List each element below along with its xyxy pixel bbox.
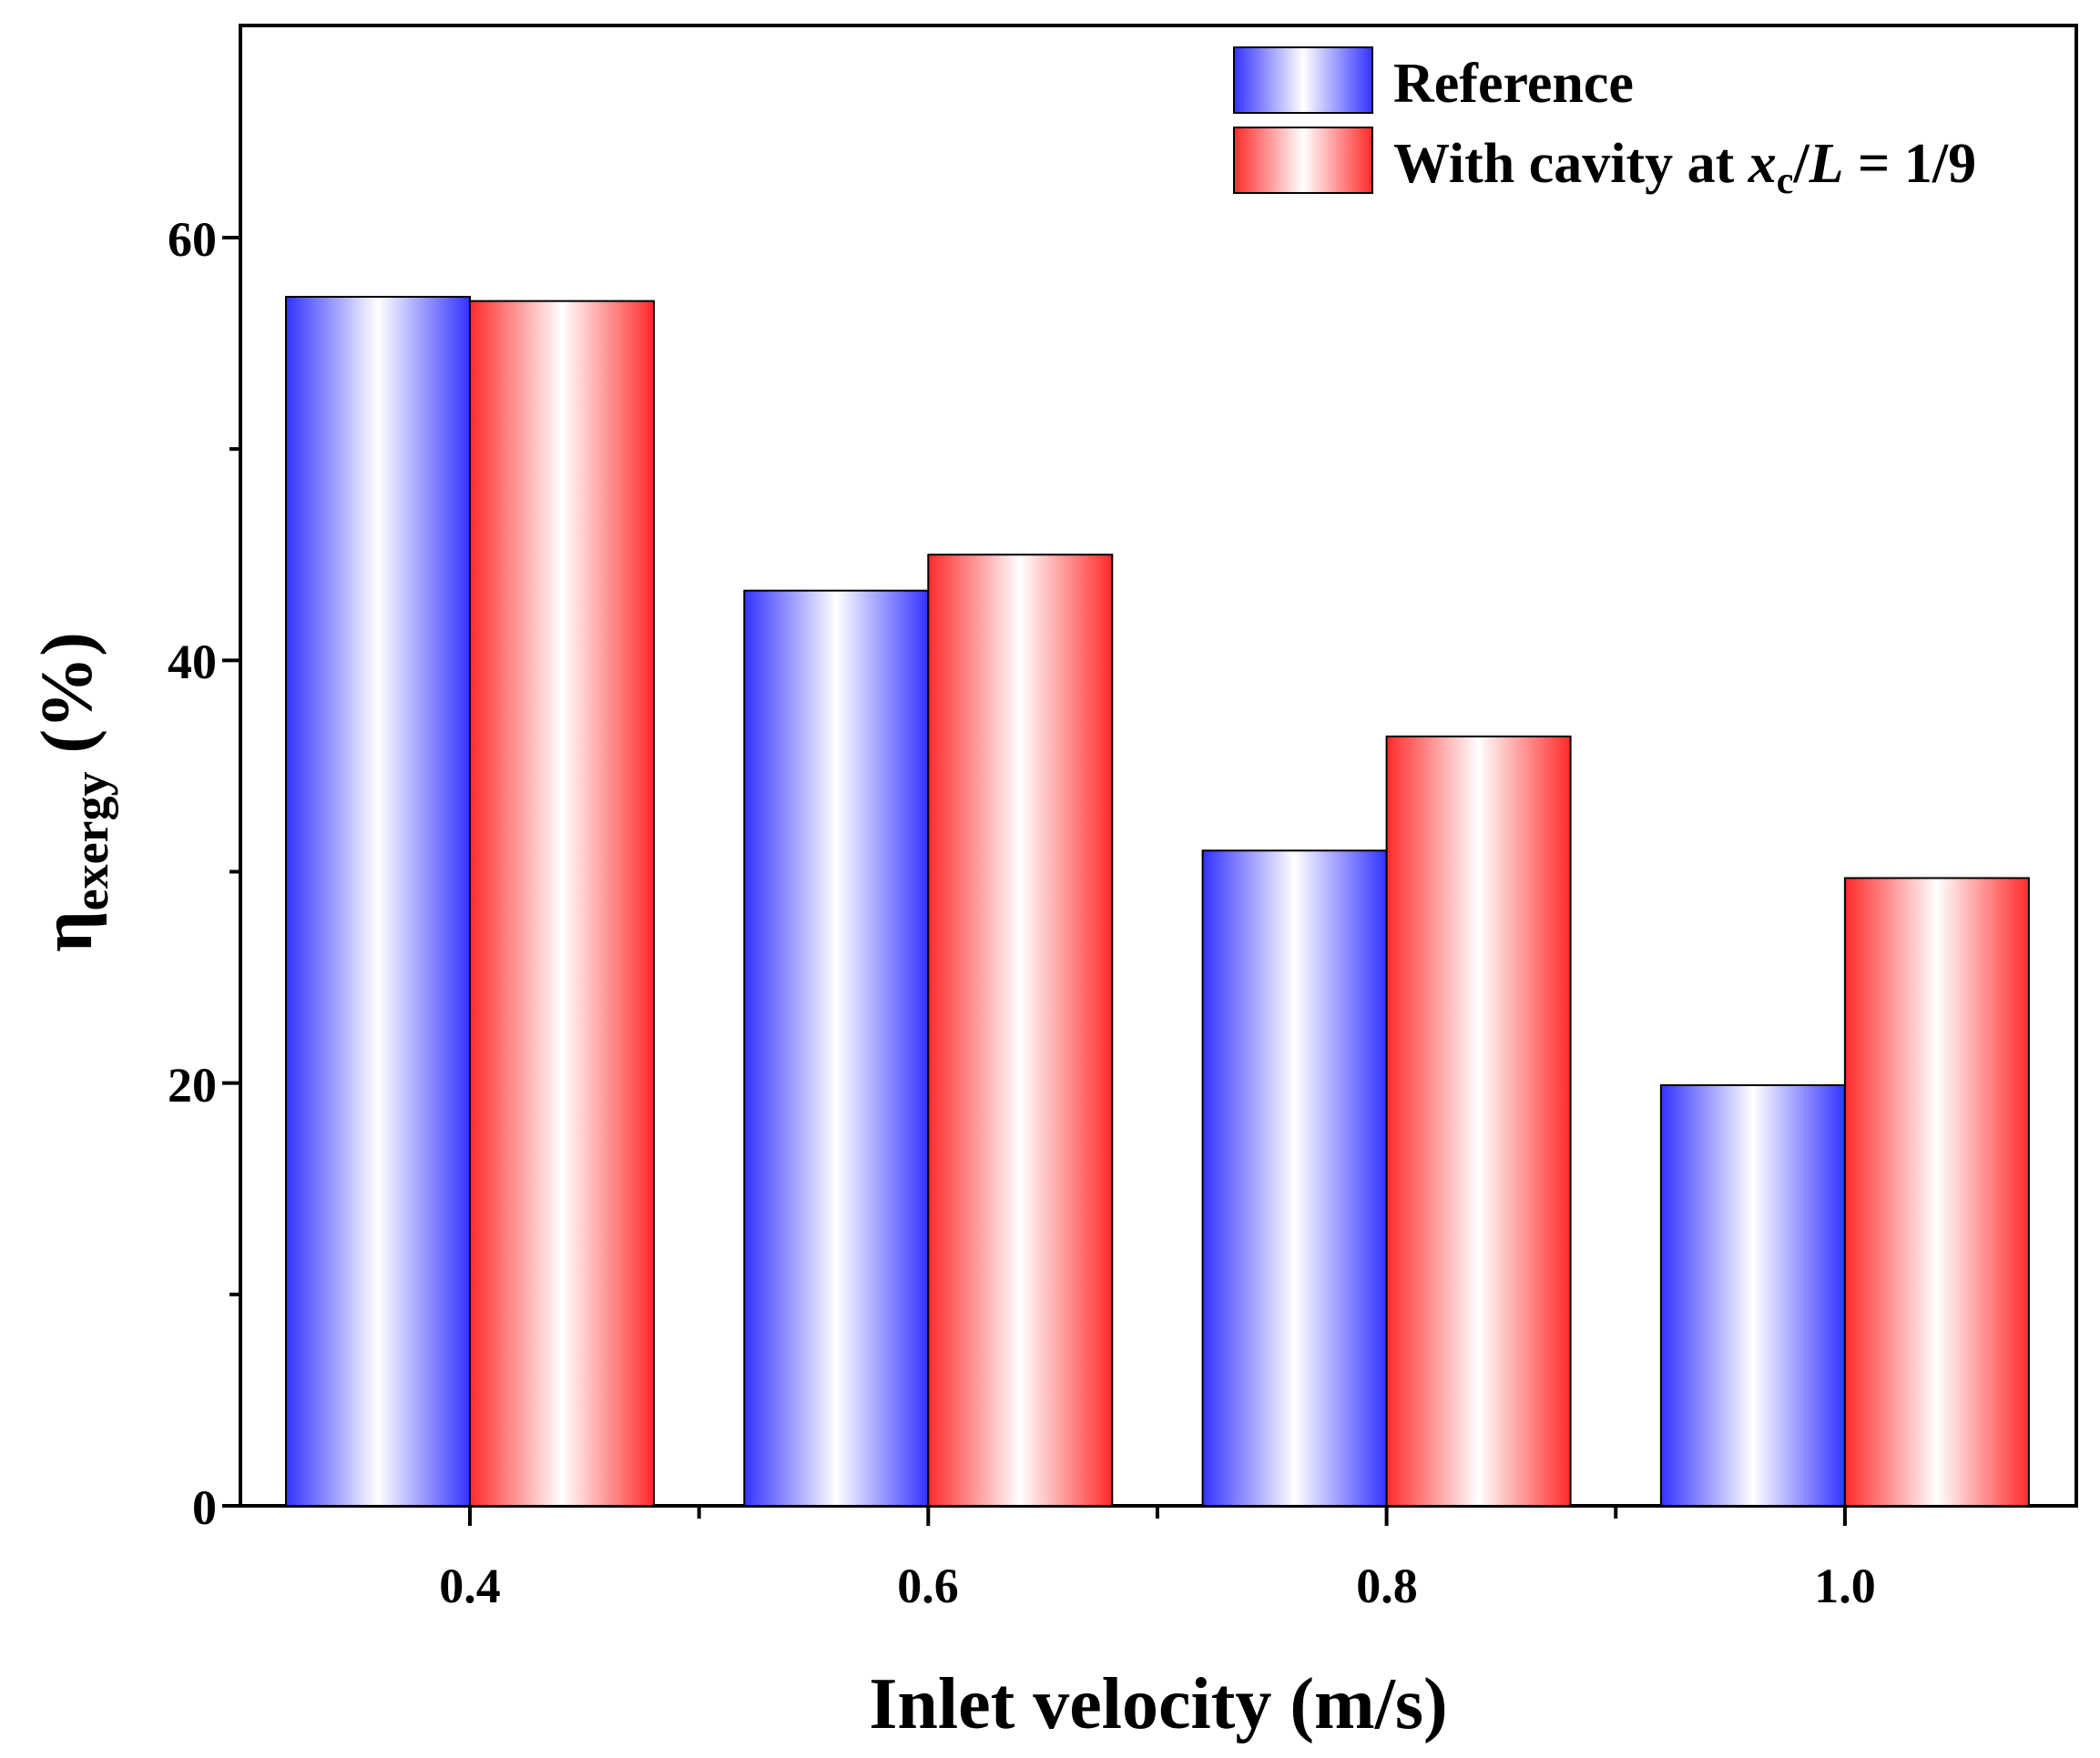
legend-cavity-x: x xyxy=(1748,133,1777,195)
legend-swatch-reference xyxy=(1233,46,1373,114)
y-tick-label-60: 60 xyxy=(168,212,217,267)
x-tick-label-0.4: 0.4 xyxy=(439,1559,501,1613)
bar-reference-0.8 xyxy=(1201,849,1388,1507)
bar-reference-1.0 xyxy=(1659,1083,1846,1507)
bar-reference-0.4 xyxy=(285,296,471,1507)
bar-cavity-0.4 xyxy=(469,300,655,1507)
y-tick-label-40: 40 xyxy=(168,635,217,689)
legend-cavity-L: L xyxy=(1809,133,1844,195)
legend-cavity-slash: / xyxy=(1792,133,1809,195)
legend-cavity-prefix: With cavity at xyxy=(1393,133,1748,195)
y-tick-label-0: 0 xyxy=(192,1480,217,1535)
legend-label-reference: Reference xyxy=(1393,53,1634,115)
legend: Reference With cavity at xc/L = 1/9 xyxy=(1233,46,1976,202)
ticks-group xyxy=(222,236,1847,1526)
y-tick-label-20: 20 xyxy=(168,1058,217,1113)
legend-label-cavity: With cavity at xc/L = 1/9 xyxy=(1393,133,1976,202)
x-axis-title: Inlet velocity (m/s) xyxy=(869,1664,1447,1744)
bar-cavity-1.0 xyxy=(1843,877,2030,1507)
y-axis-title: ηexergy (%) xyxy=(27,632,118,952)
y-axis-eta: η xyxy=(27,910,107,951)
legend-cavity-suffix: = 1/9 xyxy=(1844,133,1977,195)
x-tick-label-0.6: 0.6 xyxy=(897,1559,959,1613)
y-axis-sub: exergy xyxy=(64,771,118,910)
bar-cavity-0.6 xyxy=(927,554,1114,1507)
bar-cavity-0.8 xyxy=(1385,735,1572,1507)
bars-group xyxy=(285,296,2030,1507)
bar-reference-0.6 xyxy=(743,589,930,1507)
legend-swatch-cavity xyxy=(1233,127,1373,194)
y-axis-unit: (%) xyxy=(27,632,107,771)
legend-cavity-sub: c xyxy=(1777,160,1794,202)
x-tick-label-0.8: 0.8 xyxy=(1356,1559,1418,1613)
x-tick-label-1.0: 1.0 xyxy=(1814,1559,1876,1613)
